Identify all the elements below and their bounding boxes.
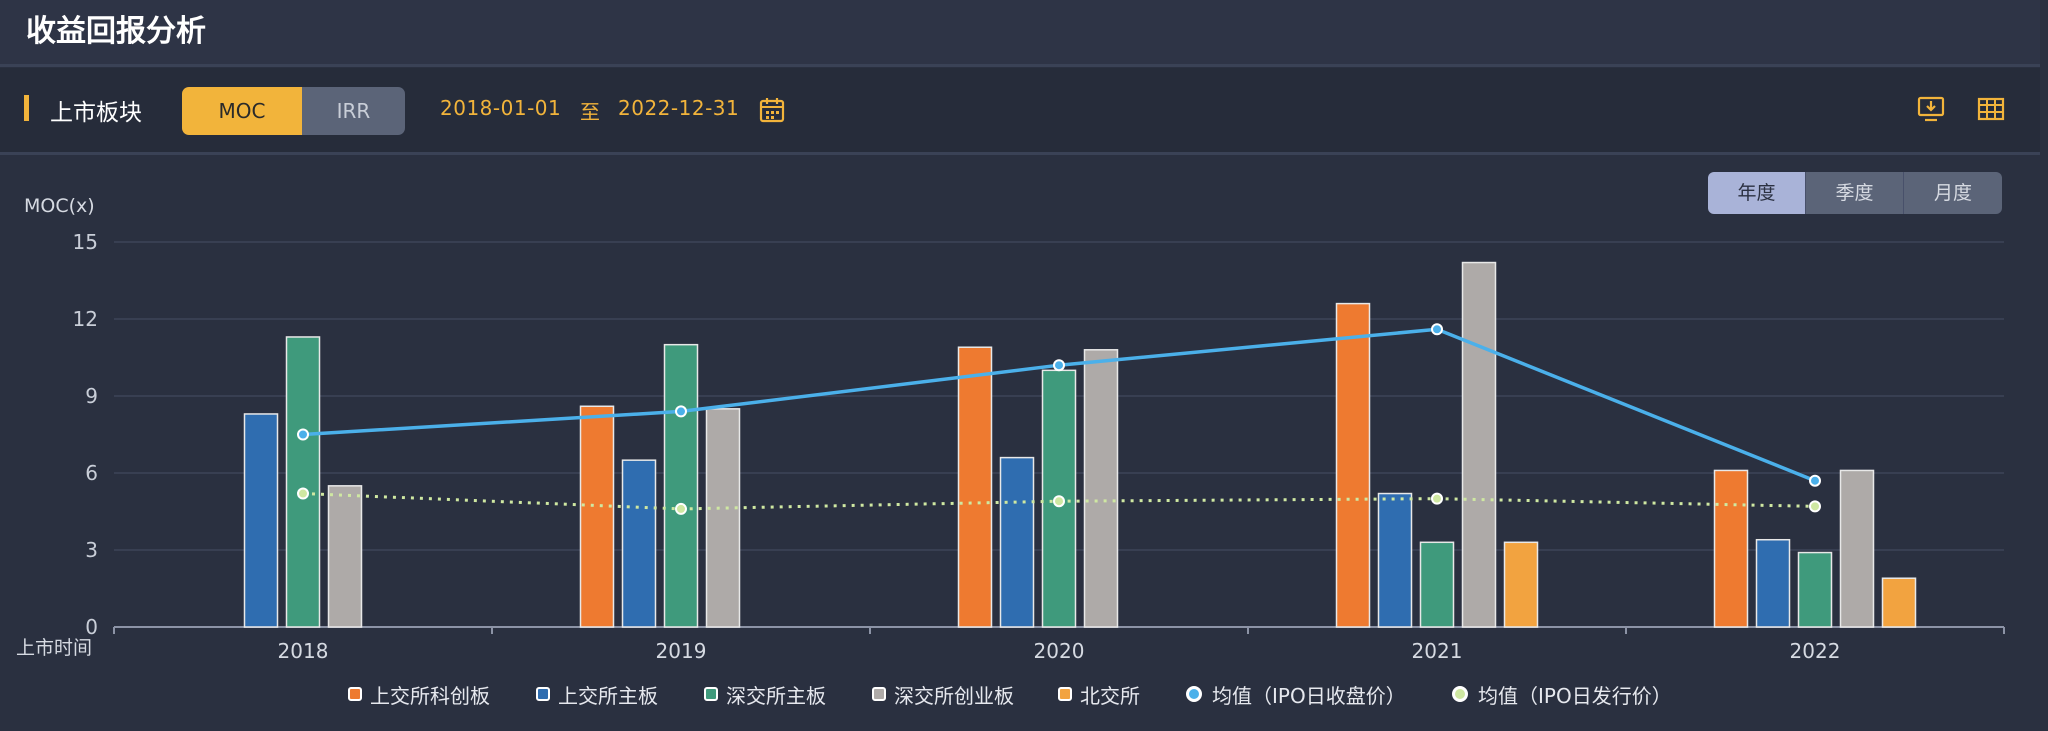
legend-item[interactable]: 上交所科创板 xyxy=(348,676,490,712)
bar xyxy=(705,408,741,628)
series-point xyxy=(1809,500,1821,513)
legend-label: 上交所科创板 xyxy=(370,683,490,708)
bar xyxy=(1839,469,1875,628)
bar xyxy=(579,405,615,628)
x-tick-label: 2020 xyxy=(1034,639,1085,663)
tab-monthly[interactable]: 月度 xyxy=(1904,172,2002,214)
legend-swatch xyxy=(1186,686,1202,702)
bar xyxy=(1713,469,1749,628)
tab-irr[interactable]: IRR xyxy=(302,87,405,135)
legend-label: 均值（IPO日收盘价） xyxy=(1212,683,1406,708)
x-tick-label: 2022 xyxy=(1790,639,1841,663)
legend-item[interactable]: 均值（IPO日发行价） xyxy=(1452,676,1672,712)
bar xyxy=(1461,261,1497,628)
moc-chart: 0 3 6 9 12 15 2018 2019 2020 2021 2022 MOC(x) 上市时间 xyxy=(16,195,2005,663)
title-bar: 收益回报分析 xyxy=(0,0,2040,67)
y-tick-label: 12 xyxy=(73,307,98,331)
legend-item[interactable]: 深交所创业板 xyxy=(872,676,1014,712)
section-label: 上市板块 xyxy=(50,100,142,126)
section-accent-bar xyxy=(24,95,29,121)
date-separator: 至 xyxy=(580,100,601,124)
x-axis-label: 上市时间 xyxy=(16,637,92,659)
calendar-icon[interactable] xyxy=(758,96,786,124)
series-point xyxy=(297,428,309,441)
legend-label: 深交所创业板 xyxy=(894,683,1014,708)
download-icon[interactable] xyxy=(1916,94,1946,124)
table-icon[interactable] xyxy=(1976,94,2006,124)
tab-quarterly[interactable]: 季度 xyxy=(1806,172,1904,214)
tab-yearly[interactable]: 年度 xyxy=(1708,172,1806,214)
bar xyxy=(1503,541,1539,628)
bar xyxy=(1335,302,1371,628)
bar xyxy=(285,336,321,628)
tab-moc[interactable]: MOC xyxy=(182,87,302,135)
legend-swatch xyxy=(872,687,886,701)
page-title: 收益回报分析 xyxy=(26,14,206,49)
series-point xyxy=(1431,323,1443,336)
bar xyxy=(1755,538,1791,628)
legend-item[interactable]: 上交所主板 xyxy=(536,676,658,712)
y-tick-label: 6 xyxy=(85,461,98,485)
bar xyxy=(1797,551,1833,628)
y-tick-label: 9 xyxy=(85,384,98,408)
legend-item[interactable]: 深交所主板 xyxy=(704,676,826,712)
legend-swatch xyxy=(1452,686,1468,702)
series-point xyxy=(1053,495,1065,508)
x-tick-label: 2018 xyxy=(278,639,329,663)
series-point xyxy=(675,405,687,418)
legend-swatch xyxy=(704,687,718,701)
legend-label: 北交所 xyxy=(1080,683,1140,708)
legend-swatch xyxy=(1058,687,1072,701)
chart-legend: 上交所科创板 上交所主板 深交所主板 深交所创业板 北交所 均值（IPO日收盘价） 均值（I… xyxy=(0,676,2048,712)
legend-label: 上交所主板 xyxy=(558,683,658,708)
bar xyxy=(957,346,993,628)
x-tick-label: 2021 xyxy=(1412,639,1463,663)
legend-label: 均值（IPO日发行价） xyxy=(1478,683,1672,708)
bar xyxy=(243,413,279,628)
date-end[interactable]: 2022-12-31 xyxy=(618,96,740,120)
legend-swatch xyxy=(536,687,550,701)
bar xyxy=(1881,577,1917,628)
bar xyxy=(1083,349,1119,628)
series-point xyxy=(1053,359,1065,372)
bar xyxy=(621,459,657,628)
legend-label: 深交所主板 xyxy=(726,683,826,708)
legend-item[interactable]: 均值（IPO日收盘价） xyxy=(1186,676,1406,712)
bar xyxy=(999,456,1035,628)
y-tick-label: 15 xyxy=(73,230,98,254)
bar xyxy=(1419,541,1455,628)
series-point xyxy=(675,502,687,515)
bar xyxy=(1377,492,1413,628)
legend-item[interactable]: 北交所 xyxy=(1058,676,1140,712)
y-axis-label: MOC(x) xyxy=(24,195,95,217)
x-tick-label: 2019 xyxy=(656,639,707,663)
y-tick-label: 3 xyxy=(85,538,98,562)
toolbar: 上市板块 MOC IRR 2018-01-01 至 2022-12-31 xyxy=(0,68,2040,155)
series-point xyxy=(1431,492,1443,505)
date-start[interactable]: 2018-01-01 xyxy=(440,96,562,120)
legend-swatch xyxy=(348,687,362,701)
y-tick-label: 0 xyxy=(85,615,98,639)
series-point xyxy=(297,487,309,500)
bar xyxy=(663,343,699,628)
bar xyxy=(327,485,363,628)
series-point xyxy=(1809,474,1821,487)
